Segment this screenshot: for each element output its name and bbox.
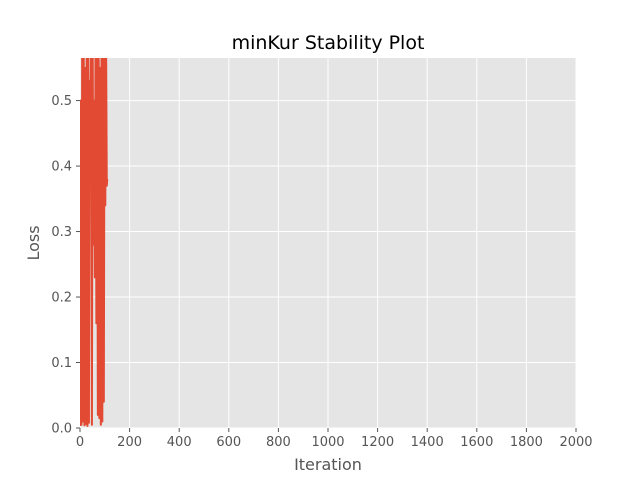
series-group	[80, 58, 109, 428]
y-axis-ticks: 0.0 0.1 0.2 0.3 0.4 0.5	[51, 94, 80, 437]
y-tick-label: 0.3	[51, 225, 72, 240]
x-axis-ticks: 0 200 400 600 800 1000 1200 1400 1600 1800 2000	[76, 428, 593, 450]
x-tick-label: 1200	[361, 435, 394, 450]
x-tick-label: 0	[76, 435, 84, 450]
y-tick-label: 0.1	[51, 356, 72, 371]
y-tick-label: 0.4	[51, 160, 72, 175]
y-tick-label: 0.2	[51, 291, 72, 306]
x-tick-label: 1400	[411, 435, 444, 450]
x-tick-label: 800	[266, 435, 291, 450]
x-axis-label: Iteration	[294, 455, 362, 474]
y-tick-label: 0.5	[51, 94, 72, 109]
chart-title: minKur Stability Plot	[232, 32, 425, 54]
y-axis-label: Loss	[24, 225, 43, 260]
x-tick-label: 1000	[311, 435, 344, 450]
x-tick-label: 1600	[460, 435, 493, 450]
x-tick-label: 400	[167, 435, 192, 450]
x-tick-label: 200	[117, 435, 142, 450]
x-tick-label: 600	[216, 435, 241, 450]
y-tick-label: 0.0	[51, 422, 72, 437]
x-tick-label: 1800	[510, 435, 543, 450]
x-tick-label: 2000	[559, 435, 592, 450]
series-line	[80, 58, 109, 428]
